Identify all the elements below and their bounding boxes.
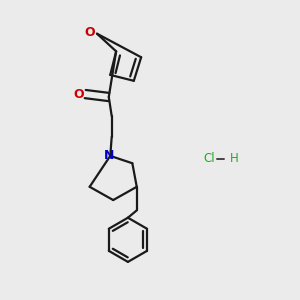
- Text: N: N: [103, 148, 114, 161]
- Text: O: O: [84, 26, 95, 39]
- Text: Cl: Cl: [203, 152, 214, 165]
- Text: O: O: [74, 88, 84, 100]
- Text: H: H: [230, 152, 238, 165]
